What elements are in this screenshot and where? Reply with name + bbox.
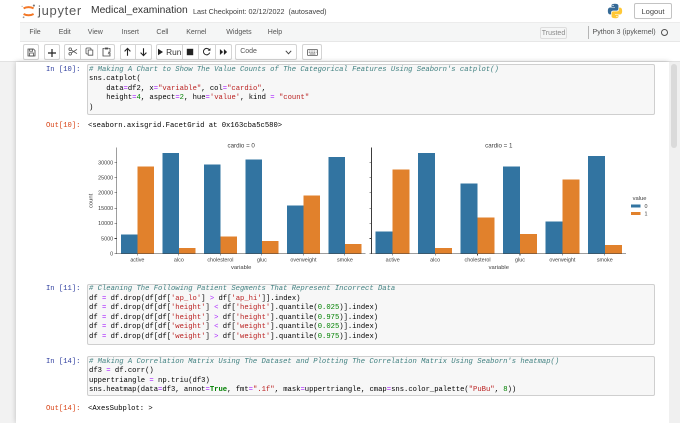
svg-text:overweight: overweight <box>549 257 576 263</box>
svg-text:cholesterol: cholesterol <box>465 257 491 263</box>
svg-text:smoke: smoke <box>337 257 353 263</box>
svg-text:variable: variable <box>231 265 251 271</box>
svg-text:1: 1 <box>645 212 648 218</box>
svg-text:0: 0 <box>110 252 113 258</box>
svg-text:15000: 15000 <box>98 206 113 212</box>
svg-text:5000: 5000 <box>101 236 113 242</box>
svg-text:value: value <box>633 196 647 202</box>
svg-text:30000: 30000 <box>98 160 113 166</box>
svg-text:cardio = 1: cardio = 1 <box>485 143 513 150</box>
svg-text:overweight: overweight <box>290 257 317 263</box>
svg-text:20000: 20000 <box>98 191 113 197</box>
svg-text:alco: alco <box>430 257 440 263</box>
svg-text:25000: 25000 <box>98 176 113 182</box>
svg-text:count: count <box>88 193 94 208</box>
svg-text:10000: 10000 <box>98 221 113 227</box>
svg-text:active: active <box>386 257 400 263</box>
svg-text:alco: alco <box>174 257 184 263</box>
svg-text:smoke: smoke <box>597 257 613 263</box>
svg-text:cholesterol: cholesterol <box>207 257 233 263</box>
svg-text:variable: variable <box>489 265 509 271</box>
svg-text:gluc: gluc <box>515 257 525 263</box>
svg-text:active: active <box>130 257 144 263</box>
svg-text:0: 0 <box>645 204 648 210</box>
svg-text:cardio = 0: cardio = 0 <box>228 143 256 150</box>
svg-text:gluc: gluc <box>257 257 267 263</box>
